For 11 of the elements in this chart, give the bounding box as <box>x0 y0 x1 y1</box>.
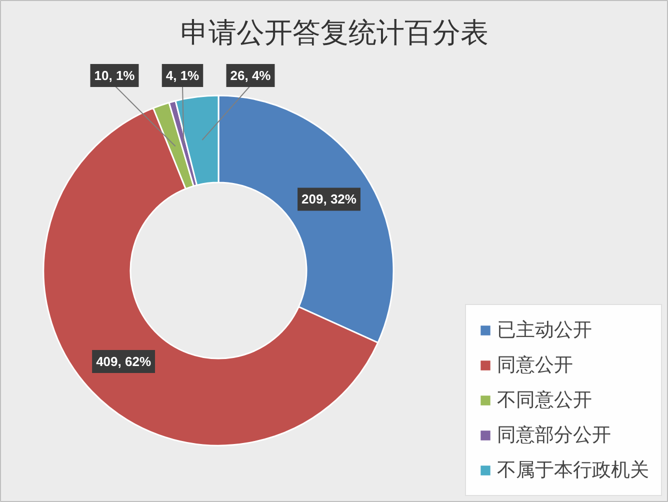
legend-label: 已主动公开 <box>497 319 592 343</box>
legend-label: 同意公开 <box>497 354 573 378</box>
data-label: 10, 1% <box>94 68 136 83</box>
data-label: 4, 1% <box>166 68 200 83</box>
chart-title: 申请公开答复统计百分表 <box>180 17 488 48</box>
legend-label: 不属于本行政机关 <box>497 459 649 483</box>
data-label: 409, 62% <box>96 354 152 369</box>
data-label: 209, 32% <box>302 192 357 207</box>
data-label: 26, 4% <box>230 68 272 83</box>
legend-label: 不同意公开 <box>497 389 592 413</box>
legend-label: 同意部分公开 <box>497 424 611 448</box>
